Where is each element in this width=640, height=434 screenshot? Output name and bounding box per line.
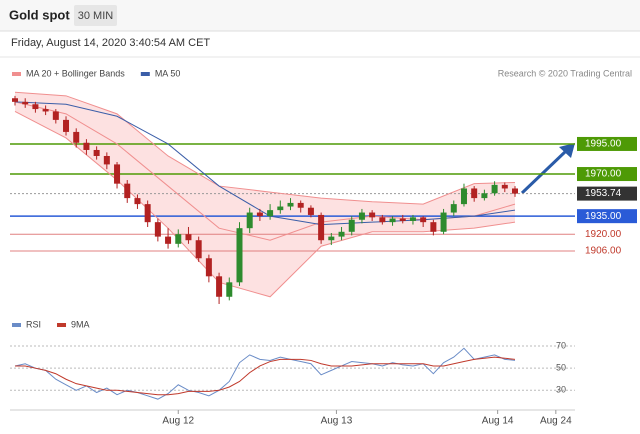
candle-body — [22, 101, 29, 105]
level-label: 1935.00 — [585, 211, 622, 222]
level-label: 1953.74 — [585, 188, 622, 199]
candle-body — [450, 204, 457, 213]
candle-body — [114, 164, 121, 184]
forecast-arrow — [520, 149, 568, 195]
candle-body — [103, 155, 110, 165]
candle-body — [409, 217, 416, 221]
indicator-line — [14, 347, 516, 400]
candle-body — [12, 98, 18, 102]
candle-body — [471, 188, 478, 199]
x-tick-label: Aug 14 — [482, 416, 514, 427]
candle-body — [83, 142, 90, 150]
candle-body — [246, 212, 253, 229]
level-label: 1920.00 — [585, 229, 622, 240]
candle-body — [389, 218, 396, 223]
candle-body — [185, 234, 192, 241]
level-tag — [577, 209, 637, 224]
y-tick-label: 50 — [556, 363, 566, 373]
interval-label[interactable]: 30 MIN — [78, 10, 114, 22]
x-tick-label: Aug 12 — [162, 416, 194, 427]
timestamp: Friday, August 14, 2020 3:40:54 AM CET — [11, 37, 210, 49]
candle-body — [440, 212, 447, 232]
candle-body — [369, 212, 376, 218]
candle-body — [277, 206, 284, 211]
candle-body — [134, 198, 141, 205]
candle-body — [501, 184, 508, 189]
legend-label: RSI — [26, 319, 41, 329]
candle-body — [491, 184, 498, 194]
legend-swatch — [12, 72, 21, 76]
candle-body — [318, 214, 325, 241]
candle-body — [328, 236, 335, 241]
level-label: 1995.00 — [585, 139, 622, 150]
legend-swatch — [12, 323, 21, 327]
band-upper — [14, 91, 516, 205]
indicator-line — [15, 356, 516, 396]
interval-badge[interactable] — [74, 5, 117, 26]
candle-body — [124, 183, 131, 199]
level-tag — [577, 186, 637, 201]
candle-body — [205, 258, 212, 277]
bollinger-band — [15, 92, 515, 297]
candle-body — [307, 207, 314, 215]
level-label: 1906.00 — [585, 246, 622, 257]
candle-body — [256, 212, 263, 217]
y-tick-label: 30 — [556, 385, 566, 395]
x-tick-label: Aug 24 — [540, 416, 572, 427]
candle-body — [154, 222, 161, 237]
candle-body — [42, 109, 49, 112]
legend-label: 9MA — [71, 319, 90, 329]
candle-body — [420, 217, 427, 223]
candle-body — [216, 276, 223, 297]
candle-body — [512, 188, 518, 194]
level-tag — [577, 167, 637, 182]
instrument-title: Gold spot — [9, 7, 70, 22]
x-tick-label: Aug 13 — [321, 416, 353, 427]
level-label: 1970.00 — [585, 169, 622, 180]
candle-body — [399, 218, 406, 221]
candle-body — [430, 222, 437, 232]
candle-body — [358, 212, 365, 220]
forecast-arrowhead — [559, 143, 575, 158]
candle-body — [195, 240, 202, 259]
candle-body — [73, 131, 80, 143]
candle-body — [236, 228, 243, 283]
candle-body — [63, 119, 70, 132]
candle-body — [165, 236, 172, 244]
candle-body — [338, 231, 345, 237]
candle-body — [32, 104, 39, 110]
credit: Research © 2020 Trading Central — [498, 68, 632, 78]
candle-body — [267, 210, 274, 217]
candle-body — [481, 193, 488, 199]
candle-body — [379, 217, 386, 223]
candle-body — [226, 282, 233, 297]
candle-body — [93, 149, 100, 156]
band-lower — [14, 111, 516, 298]
legend-label: MA 50 — [155, 68, 181, 78]
candle-body — [175, 234, 182, 244]
candle-body — [287, 202, 294, 207]
level-tag — [577, 136, 637, 151]
candle-body — [348, 219, 355, 232]
legend-swatch — [140, 72, 150, 76]
candle-body — [460, 188, 467, 205]
legend-swatch — [57, 323, 67, 327]
legend-label: MA 20 + Bollinger Bands — [26, 68, 125, 78]
candle-body — [297, 202, 304, 208]
candle-body — [144, 204, 151, 223]
y-tick-label: 70 — [556, 340, 566, 350]
candle-body — [52, 111, 59, 120]
